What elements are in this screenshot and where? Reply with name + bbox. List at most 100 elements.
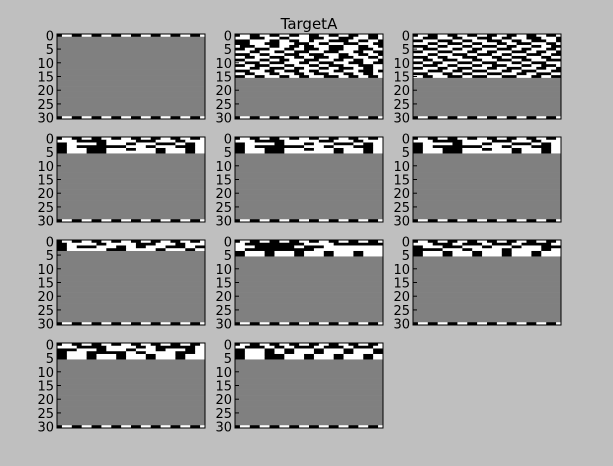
y-tick-label: 0 <box>46 29 54 44</box>
cell-run <box>235 419 384 423</box>
cell-run <box>541 250 562 255</box>
cell-run <box>279 137 290 141</box>
cell-run <box>170 240 181 244</box>
cell-run <box>373 47 384 51</box>
cell-run <box>235 42 251 46</box>
cell-run <box>101 116 112 120</box>
cell-run <box>235 58 246 62</box>
cell-run <box>496 61 512 65</box>
cell-run <box>328 219 339 223</box>
cell-run <box>318 64 330 68</box>
cell-run <box>249 42 265 46</box>
cell-run <box>413 275 562 279</box>
cell-run <box>101 240 112 244</box>
cell-run <box>521 242 552 246</box>
cell-run <box>259 66 270 70</box>
cell-run <box>373 150 384 154</box>
cell-run <box>235 373 384 377</box>
cell-run <box>284 66 295 70</box>
y-tick-label: 10 <box>215 57 232 72</box>
cell-run <box>235 367 384 371</box>
cell-run <box>71 322 82 326</box>
cell-run <box>309 137 320 141</box>
cell-run <box>140 240 152 244</box>
cell-run <box>358 53 369 57</box>
cell-run <box>57 272 206 276</box>
cell-run <box>304 55 315 59</box>
cell-run <box>413 88 562 92</box>
cell-run <box>279 322 290 326</box>
cell-run <box>244 242 305 246</box>
cell-run <box>57 91 206 95</box>
cell-run <box>235 289 384 293</box>
cell-run <box>482 142 493 146</box>
cell-run <box>190 116 201 120</box>
cell-run <box>496 42 508 46</box>
y-tick-label: 25 <box>215 407 232 422</box>
cell-run <box>531 253 542 257</box>
cell-run <box>279 343 290 347</box>
cell-run <box>57 200 206 204</box>
cell-run <box>244 248 315 252</box>
cell-run <box>413 72 429 76</box>
cell-run <box>57 202 206 206</box>
y-tick-label: 0 <box>46 235 54 250</box>
cell-run <box>333 69 344 73</box>
cell-run <box>96 242 107 246</box>
cell-run <box>467 137 478 141</box>
cell-run <box>413 300 562 304</box>
cell-run <box>368 343 379 347</box>
cell-run <box>511 39 522 43</box>
cell-run <box>378 322 384 326</box>
cell-run <box>452 253 473 257</box>
cell-run <box>413 305 562 309</box>
cell-run <box>417 240 429 244</box>
cell-run <box>413 80 562 84</box>
cell-run <box>81 240 92 244</box>
cell-run <box>299 61 310 65</box>
cell-run <box>413 308 562 312</box>
y-tick-label: 5 <box>224 146 232 161</box>
cell-run <box>521 64 532 68</box>
cell-run <box>309 39 315 43</box>
cell-run <box>501 53 512 57</box>
cell-run <box>551 145 562 149</box>
cell-run <box>343 150 364 154</box>
cell-run <box>274 253 295 257</box>
cell-run <box>81 322 92 326</box>
cell-run <box>363 139 384 143</box>
cell-run <box>155 142 176 146</box>
cell-run <box>333 58 344 62</box>
cell-run <box>546 116 557 120</box>
y-tick-label: 0 <box>402 235 410 250</box>
cell-run <box>413 178 562 182</box>
cell-run <box>235 278 384 282</box>
cell-run <box>57 289 206 293</box>
cell-run <box>264 253 275 257</box>
y-tick-label: 25 <box>215 304 232 319</box>
cell-run <box>462 47 473 51</box>
cell-run <box>333 142 354 146</box>
cell-run <box>254 145 305 149</box>
cell-run <box>235 139 256 143</box>
cell-run <box>106 150 156 154</box>
cell-run <box>249 39 270 43</box>
cell-run <box>526 72 537 76</box>
cell-run <box>427 322 438 326</box>
cell-run <box>506 34 517 38</box>
cell-run <box>482 44 498 49</box>
cell-run <box>269 219 280 223</box>
cell-run <box>413 253 424 257</box>
cell-run <box>165 245 186 249</box>
cell-run <box>551 248 562 252</box>
cell-run <box>437 36 453 40</box>
cell-run <box>235 351 246 355</box>
cell-run <box>299 34 310 38</box>
cell-run <box>244 61 260 65</box>
cell-run <box>279 39 290 43</box>
cell-run <box>378 425 384 429</box>
cell-run <box>437 66 448 70</box>
cell-run <box>235 77 384 81</box>
cell-run <box>289 58 305 62</box>
cell-run <box>516 137 527 141</box>
